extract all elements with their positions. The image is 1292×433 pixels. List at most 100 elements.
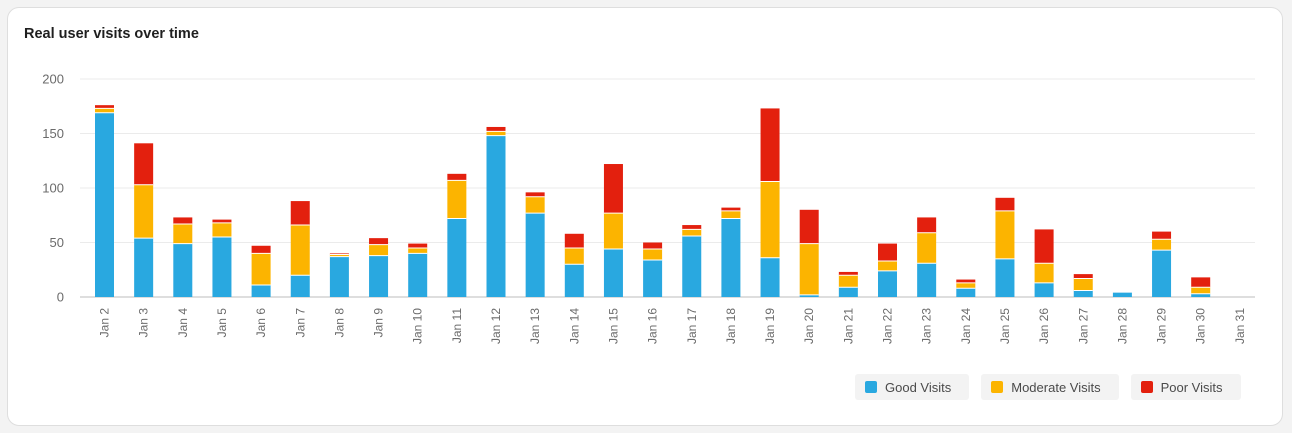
- bar-segment-moderate[interactable]: [721, 210, 741, 219]
- bar-segment-moderate[interactable]: [447, 180, 467, 219]
- bar-segment-moderate[interactable]: [643, 249, 663, 260]
- bar-segment-good[interactable]: [603, 249, 623, 297]
- bar-segment-poor[interactable]: [799, 209, 819, 244]
- bar-segment-poor[interactable]: [917, 217, 937, 233]
- bar-segment-good[interactable]: [721, 218, 741, 297]
- bar-segment-good[interactable]: [760, 257, 780, 297]
- legend: Good Visits Moderate Visits Poor Visits: [855, 374, 1241, 400]
- bar-segment-poor[interactable]: [878, 243, 897, 262]
- bar-segment-poor[interactable]: [525, 192, 545, 197]
- bar-segment-good[interactable]: [290, 275, 310, 297]
- bar-segment-poor[interactable]: [956, 279, 976, 283]
- bar-segment-good[interactable]: [1073, 290, 1093, 297]
- bar-segment-moderate[interactable]: [995, 210, 1015, 259]
- bar-segment-good[interactable]: [95, 112, 114, 297]
- bar-segment-moderate[interactable]: [290, 225, 310, 276]
- x-tick-label: Jan 24: [959, 308, 973, 344]
- bar-segment-poor[interactable]: [643, 242, 663, 250]
- bar-segment-moderate[interactable]: [564, 247, 584, 265]
- bar-segment-poor[interactable]: [760, 108, 780, 182]
- bar-segment-poor[interactable]: [682, 225, 702, 230]
- x-tick-label: Jan 19: [763, 308, 777, 344]
- bar-segment-good[interactable]: [1191, 293, 1211, 297]
- bar-segment-good[interactable]: [251, 285, 271, 297]
- bar-segment-poor[interactable]: [1073, 274, 1093, 279]
- bar-segment-moderate[interactable]: [956, 282, 976, 289]
- legend-poor-visits[interactable]: Poor Visits: [1130, 374, 1241, 400]
- bar-segment-poor[interactable]: [564, 233, 584, 248]
- bar-segment-poor[interactable]: [838, 271, 858, 276]
- bar-segment-moderate[interactable]: [134, 184, 154, 239]
- bar-segment-good[interactable]: [408, 253, 428, 297]
- bar-segment-moderate[interactable]: [1034, 263, 1054, 283]
- bar-segment-good[interactable]: [173, 243, 193, 297]
- bar-segment-moderate[interactable]: [799, 243, 819, 295]
- bar-segment-good[interactable]: [956, 288, 976, 297]
- bar-segment-good[interactable]: [486, 135, 506, 297]
- bar-segment-poor[interactable]: [1152, 231, 1172, 240]
- x-tick-label: Jan 22: [881, 308, 895, 344]
- x-tick-label: Jan 23: [920, 308, 934, 344]
- bar-segment-good[interactable]: [525, 213, 545, 297]
- bar-segment-good[interactable]: [643, 259, 663, 297]
- x-tick-label: Jan 5: [215, 308, 229, 338]
- bar-segment-good[interactable]: [838, 287, 858, 297]
- bar-segment-good[interactable]: [369, 255, 389, 297]
- bar-segment-moderate[interactable]: [917, 232, 937, 264]
- bar-segment-good[interactable]: [682, 235, 702, 297]
- bar-segment-poor[interactable]: [290, 201, 310, 226]
- bar-segment-good[interactable]: [212, 237, 232, 297]
- bar-segment-poor[interactable]: [1191, 277, 1211, 288]
- bar-segment-poor[interactable]: [134, 143, 154, 185]
- bar-segment-moderate[interactable]: [95, 108, 114, 113]
- bar-segment-good[interactable]: [917, 263, 937, 297]
- bar-segment-moderate[interactable]: [760, 181, 780, 258]
- legend-moderate-visits[interactable]: Moderate Visits: [981, 374, 1119, 400]
- bar-segment-moderate[interactable]: [1073, 278, 1093, 291]
- x-tick-label: Jan 6: [254, 308, 268, 338]
- bar-segment-good[interactable]: [1152, 250, 1172, 297]
- bar-segment-good[interactable]: [134, 238, 154, 297]
- bar-segment-good[interactable]: [1112, 292, 1132, 297]
- bar-segment-good[interactable]: [995, 258, 1015, 297]
- bar-segment-good[interactable]: [447, 218, 467, 297]
- y-tick-label: 150: [42, 126, 64, 141]
- chart-title: Real user visits over time: [24, 26, 199, 42]
- bar-segment-moderate[interactable]: [369, 244, 389, 256]
- bar-segment-moderate[interactable]: [878, 261, 897, 271]
- bar-segment-poor[interactable]: [408, 243, 428, 248]
- y-tick-label: 200: [42, 72, 64, 87]
- legend-good-visits[interactable]: Good Visits: [855, 374, 970, 400]
- bar-segment-moderate[interactable]: [838, 275, 858, 288]
- bar-segment-moderate[interactable]: [212, 222, 232, 238]
- bar-segment-poor[interactable]: [603, 164, 623, 214]
- bar-segment-poor[interactable]: [329, 253, 349, 255]
- bar-segment-poor[interactable]: [212, 219, 232, 223]
- bar-segment-poor[interactable]: [486, 126, 506, 132]
- bar-segment-poor[interactable]: [447, 173, 467, 181]
- bar-segment-good[interactable]: [564, 264, 584, 297]
- bar-segment-moderate[interactable]: [329, 254, 349, 257]
- bar-segment-poor[interactable]: [721, 207, 741, 211]
- bar-segment-good[interactable]: [329, 256, 349, 297]
- bar-segment-moderate[interactable]: [251, 253, 271, 286]
- bar-segment-good[interactable]: [1034, 282, 1054, 297]
- bar-segment-moderate[interactable]: [173, 223, 193, 244]
- bar-segment-moderate[interactable]: [603, 213, 623, 250]
- good-swatch: [865, 381, 877, 393]
- moderate-swatch: [991, 381, 1004, 393]
- bar-segment-moderate[interactable]: [486, 131, 506, 136]
- bar-segment-poor[interactable]: [251, 245, 271, 254]
- bar-segment-moderate[interactable]: [682, 229, 702, 236]
- bar-segment-good[interactable]: [799, 294, 819, 297]
- bar-segment-poor[interactable]: [369, 238, 389, 245]
- bar-segment-moderate[interactable]: [1191, 287, 1211, 294]
- bar-segment-good[interactable]: [878, 270, 897, 297]
- bar-segment-moderate[interactable]: [408, 247, 428, 254]
- bar-segment-moderate[interactable]: [1152, 239, 1172, 251]
- bar-segment-poor[interactable]: [95, 105, 114, 109]
- bar-segment-poor[interactable]: [995, 197, 1015, 211]
- bar-segment-moderate[interactable]: [525, 196, 545, 214]
- bar-segment-poor[interactable]: [173, 217, 193, 224]
- bar-segment-poor[interactable]: [1034, 229, 1054, 264]
